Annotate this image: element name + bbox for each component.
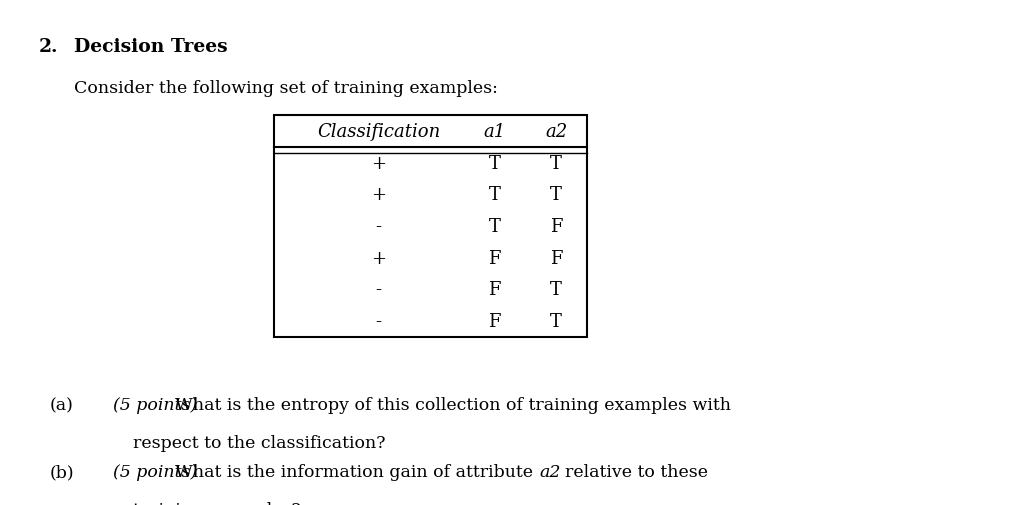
Text: F: F bbox=[488, 281, 501, 299]
Text: -: - bbox=[376, 281, 382, 299]
Text: a2: a2 bbox=[545, 123, 567, 141]
Text: Decision Trees: Decision Trees bbox=[74, 38, 227, 56]
Text: What is the entropy of this collection of training examples with: What is the entropy of this collection o… bbox=[175, 396, 731, 414]
Text: T: T bbox=[488, 155, 501, 173]
Text: T: T bbox=[488, 186, 501, 204]
Text: (5 points): (5 points) bbox=[113, 463, 197, 480]
Text: F: F bbox=[488, 249, 501, 267]
Text: +: + bbox=[371, 249, 386, 267]
Bar bbox=[274, 116, 587, 337]
Text: T: T bbox=[550, 186, 562, 204]
Text: respect to the classification?: respect to the classification? bbox=[133, 434, 386, 451]
Text: relative to these: relative to these bbox=[565, 463, 709, 480]
Text: +: + bbox=[371, 186, 386, 204]
Text: Classification: Classification bbox=[317, 123, 440, 141]
Text: a1: a1 bbox=[483, 123, 506, 141]
Text: T: T bbox=[550, 155, 562, 173]
Text: 2.: 2. bbox=[39, 38, 58, 56]
Text: (5 points): (5 points) bbox=[113, 396, 197, 414]
Text: -: - bbox=[376, 218, 382, 236]
Text: +: + bbox=[371, 155, 386, 173]
Text: T: T bbox=[550, 312, 562, 330]
Text: What is the information gain of attribute: What is the information gain of attribut… bbox=[175, 463, 534, 480]
Text: F: F bbox=[550, 218, 562, 236]
Text: F: F bbox=[550, 249, 562, 267]
Text: (b): (b) bbox=[49, 463, 74, 480]
Text: F: F bbox=[488, 312, 501, 330]
Text: (a): (a) bbox=[49, 396, 73, 414]
Text: a2: a2 bbox=[540, 463, 561, 480]
Text: T: T bbox=[488, 218, 501, 236]
Text: -: - bbox=[376, 312, 382, 330]
Text: training examples?: training examples? bbox=[133, 501, 301, 505]
Text: Consider the following set of training examples:: Consider the following set of training e… bbox=[74, 80, 498, 97]
Text: T: T bbox=[550, 281, 562, 299]
